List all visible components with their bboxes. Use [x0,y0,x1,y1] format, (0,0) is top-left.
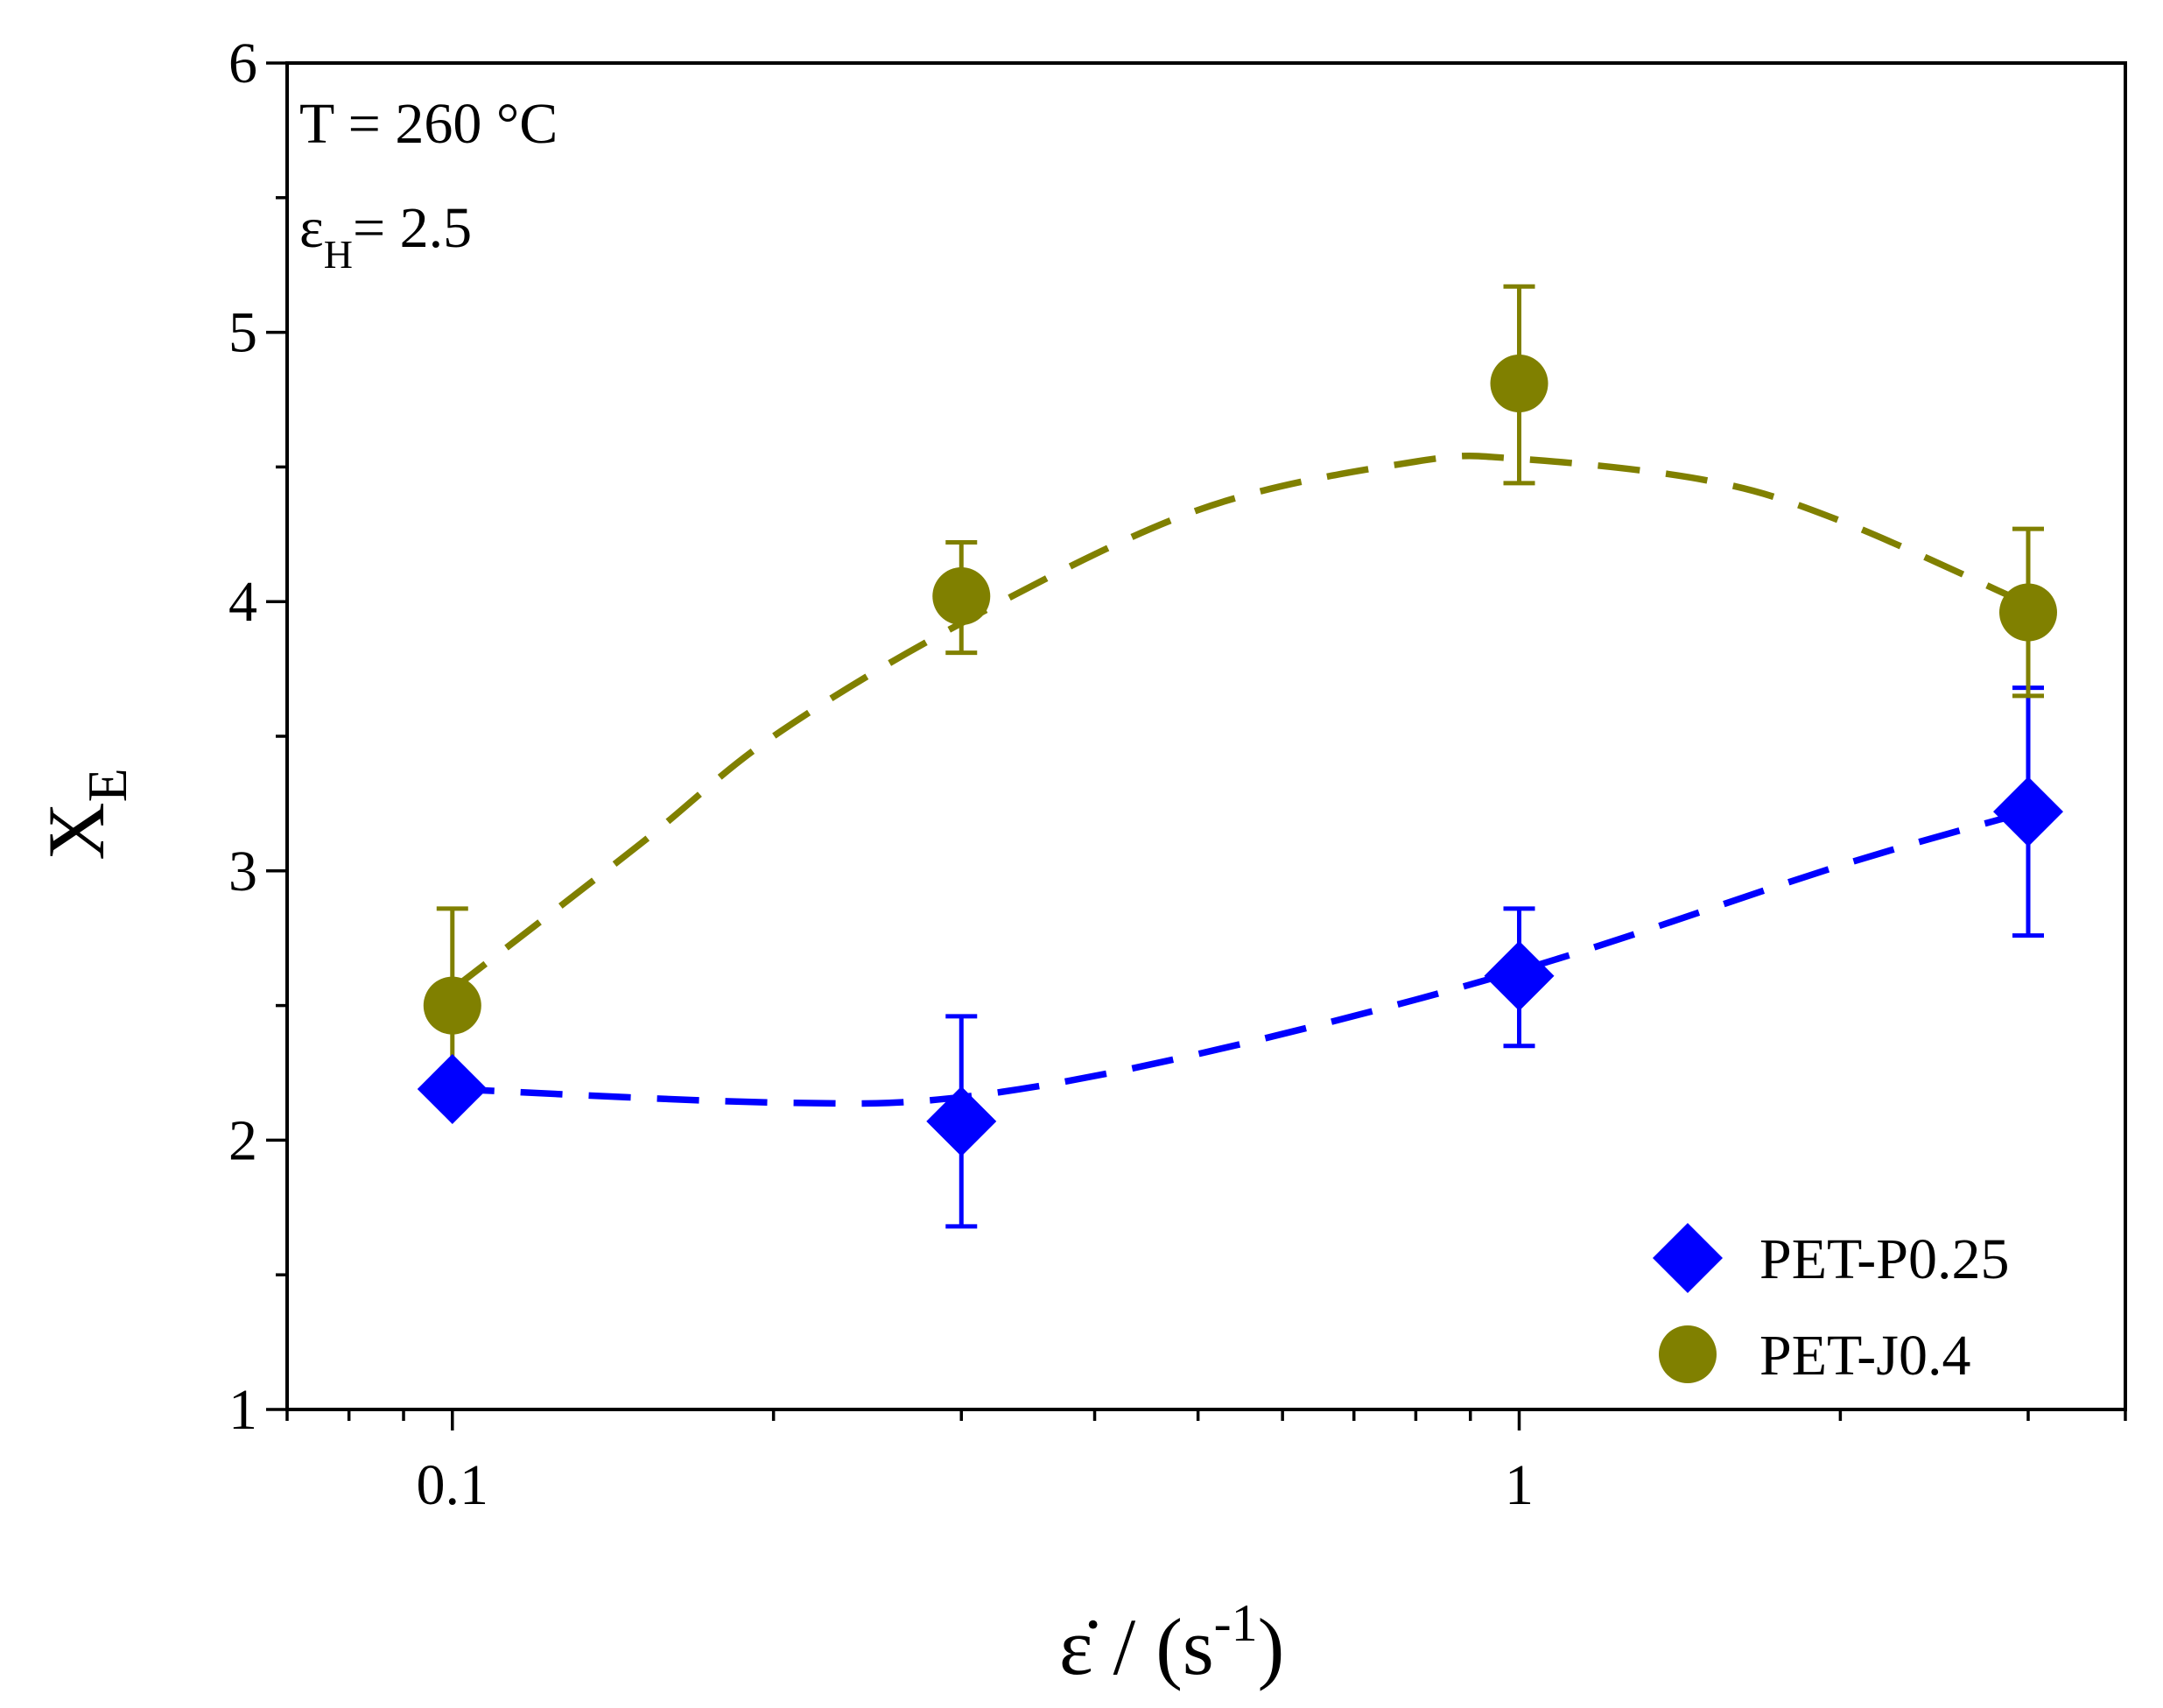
error-bars [436,284,2044,1229]
tick-labels: 1 2 3 4 5 6 0.1 1 [228,32,1534,1517]
y-tick-label: 6 [228,32,257,95]
x-axis-unit-exponent: -1 [1214,1594,1258,1652]
legend-marker [1653,1223,1723,1293]
legend-label: PET-J0.4 [1759,1324,1970,1388]
axes [266,61,2127,1430]
plot-frame [285,61,2127,1411]
fit-lines [450,453,2030,1107]
y-axis-main: X [32,802,121,860]
legend-marker [1659,1325,1717,1383]
x-axis-unit-close: ) [1258,1602,1285,1691]
y-tick-label: 5 [228,301,257,365]
y-tick-label: 1 [228,1378,257,1442]
x-tick-label: 0.1 [417,1453,489,1517]
strain-annotation: εH= 2.5 [299,196,472,277]
data-point [1992,777,2063,847]
y-tick-label: 4 [228,570,257,634]
legend-label: PET-P0.25 [1759,1227,2009,1291]
strain-value: = 2.5 [353,196,472,260]
y-tick-label: 2 [228,1108,257,1172]
data-point [932,567,991,626]
data-point [1998,583,2057,642]
x-axis-unit: / (s [1093,1602,1214,1691]
data-point [423,976,481,1035]
strain-symbol: ε [299,196,324,260]
fit-line-pet-p0.25 [452,808,2030,1107]
x-axis-title: ε̇ / (s-1) [1059,1594,1284,1691]
y-tick-label: 3 [228,840,257,903]
data-markers [417,355,2063,1156]
x-tick-label: 1 [1505,1453,1534,1517]
data-point [926,1086,997,1156]
y-axis-subscript: E [76,768,138,802]
data-point [1484,940,1555,1011]
fit-line-pet-j0.4 [450,453,2030,993]
legend: PET-P0.25 PET-J0.4 [1653,1223,2009,1388]
strain-subscript: H [324,232,353,277]
y-axis-title: XE [32,768,138,861]
temperature-annotation: T = 260 °C [299,92,558,156]
data-point [1490,355,1549,413]
data-point [417,1053,488,1124]
x-axis-symbol: ε̇ [1059,1602,1098,1691]
